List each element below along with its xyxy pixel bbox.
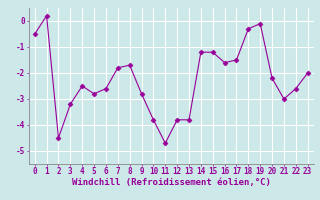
X-axis label: Windchill (Refroidissement éolien,°C): Windchill (Refroidissement éolien,°C) — [72, 178, 271, 187]
